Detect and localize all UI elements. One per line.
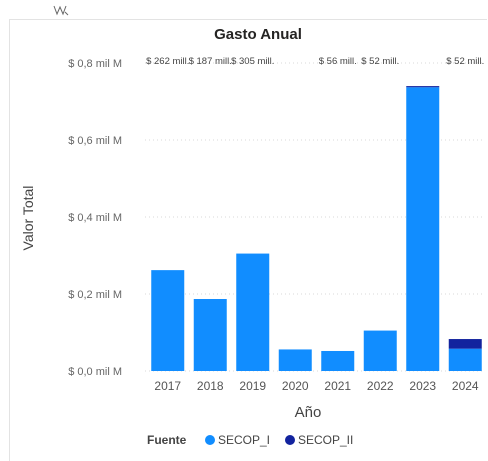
bar-secop-i: [236, 254, 269, 371]
bar-secop-i: [406, 87, 439, 371]
legend-entry: SECOP_I: [218, 433, 270, 447]
x-tick-label: 2020: [282, 379, 309, 393]
x-tick-label: 2017: [154, 379, 181, 393]
bar-secop-ii: [406, 86, 439, 87]
x-tick-label: 2019: [239, 379, 266, 393]
data-label: $ 305 mill.: [231, 56, 274, 67]
bar-secop-i: [151, 270, 184, 371]
bar-secop-ii: [449, 339, 482, 349]
x-tick-label: 2021: [324, 379, 351, 393]
data-label: $ 52 mill.: [361, 56, 399, 67]
legend-marker: [205, 435, 215, 445]
x-tick-label: 2018: [197, 379, 224, 393]
legend-title: Fuente: [147, 433, 187, 447]
y-tick-label: $ 0,2 mil M: [68, 289, 122, 301]
data-label: $ 187 mill.: [189, 56, 232, 67]
chart-title: Gasto Anual: [214, 26, 302, 43]
bar-secop-i: [194, 299, 227, 371]
data-label: $ 262 mill.: [146, 56, 189, 67]
bar-secop-i: [321, 351, 354, 371]
bar-secop-i: [364, 331, 397, 371]
bar-secop-i: [279, 349, 312, 371]
y-tick-label: $ 0,0 mil M: [68, 366, 122, 378]
x-tick-label: 2022: [367, 379, 394, 393]
y-tick-label: $ 0,6 mil M: [68, 135, 122, 147]
y-tick-label: $ 0,8 mil M: [68, 58, 122, 70]
bar-secop-i: [449, 349, 482, 371]
x-axis-label: Año: [295, 404, 322, 421]
legend-entry: SECOP_II: [298, 433, 353, 447]
y-tick-label: $ 0,4 mil M: [68, 212, 122, 224]
y-axis-label: Valor Total: [20, 186, 36, 251]
data-label: $ 52 mill.: [446, 56, 484, 67]
data-label: $ 56 mill.: [319, 56, 357, 67]
legend-marker: [285, 435, 295, 445]
x-tick-label: 2024: [452, 379, 479, 393]
x-tick-label: 2023: [409, 379, 436, 393]
